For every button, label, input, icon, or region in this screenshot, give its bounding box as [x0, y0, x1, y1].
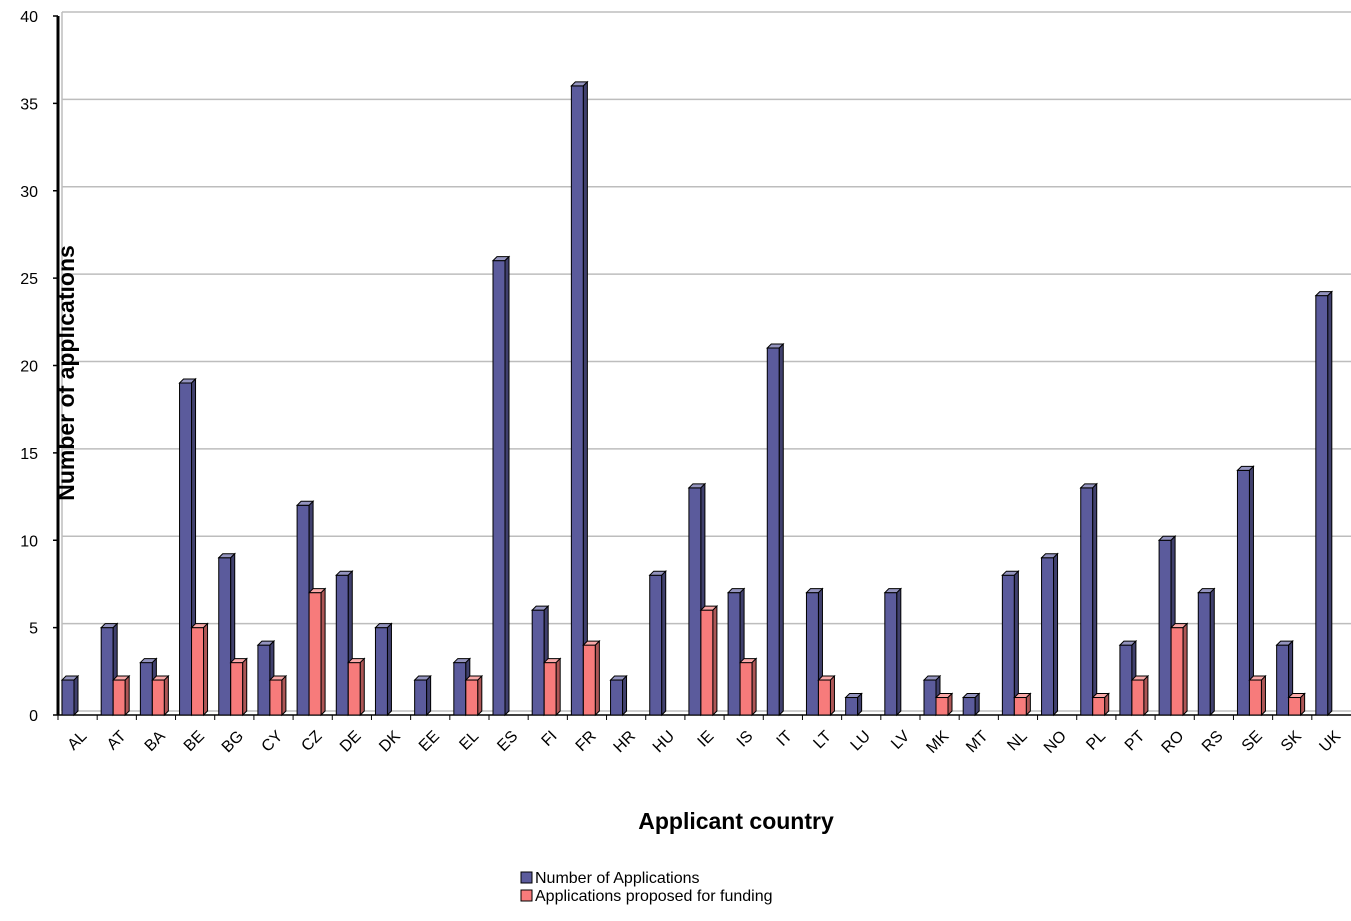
- bar-NO-applications: [1040, 552, 1059, 717]
- bar-IT-applications: [766, 342, 785, 717]
- x-tick-label: UK: [1316, 728, 1344, 756]
- x-axis-title: Applicant country: [638, 808, 834, 834]
- x-tick-label: HR: [611, 728, 639, 756]
- bar-SE-applications: [1236, 465, 1255, 717]
- bar-FR-applications: [570, 80, 589, 717]
- bar-DE-proposed: [347, 657, 366, 717]
- bar-IS-proposed: [738, 657, 758, 717]
- bar-BE-proposed: [190, 622, 209, 717]
- y-tick-label: 15: [20, 446, 38, 463]
- bar-UK-applications: [1314, 290, 1334, 717]
- x-tick-label: HU: [650, 728, 678, 756]
- x-tick-label: SK: [1278, 728, 1305, 755]
- bar-AL-applications: [60, 674, 80, 717]
- bar-MK-proposed: [934, 692, 954, 717]
- x-tick-label: CZ: [298, 728, 325, 755]
- x-tick-label: IT: [774, 728, 796, 750]
- bar-BG-applications: [217, 552, 236, 717]
- bar-PL-applications: [1079, 482, 1098, 717]
- bars: [60, 80, 1334, 717]
- bar-HR-applications: [609, 674, 628, 717]
- bar-ES-applications: [491, 255, 511, 717]
- bar-AT-proposed: [111, 674, 131, 717]
- legend-label: Number of Applications: [535, 870, 700, 887]
- bar-NL-applications: [1001, 569, 1020, 717]
- x-tick-label: AT: [104, 728, 130, 754]
- x-tick-label: LT: [810, 728, 835, 753]
- y-tick-label: 5: [29, 621, 38, 638]
- bar-EL-proposed: [464, 674, 484, 717]
- y-tick-label: 0: [29, 708, 38, 725]
- gridlines: [62, 11, 1351, 712]
- bar-FR-proposed: [582, 639, 601, 717]
- y-tick-label: 30: [20, 184, 38, 201]
- bar-PL-proposed: [1091, 692, 1110, 717]
- bar-FI-proposed: [542, 657, 562, 717]
- y-tick-labels: 0 5 10 15 20 25 30 35 40: [20, 9, 38, 725]
- x-tick-label: IE: [695, 728, 718, 751]
- y-tick-label: 35: [20, 96, 38, 113]
- y-tick-label: 40: [20, 9, 38, 26]
- x-tick-label: RS: [1199, 728, 1227, 756]
- x-tick-label: CY: [259, 728, 287, 756]
- bar-CY-proposed: [268, 674, 288, 717]
- legend-entry: Applications proposed for funding: [520, 888, 773, 905]
- bar-HU-applications: [648, 569, 667, 717]
- bar-IE-proposed: [699, 604, 719, 717]
- legend-swatch: [520, 871, 533, 884]
- x-tick-label: ES: [494, 728, 521, 755]
- x-tick-label: BA: [142, 728, 169, 755]
- y-tick-label: 25: [20, 271, 38, 288]
- y-axis-title: Number of applications: [53, 245, 79, 501]
- x-tick-label: MK: [923, 728, 952, 757]
- bar-RO-proposed: [1169, 622, 1189, 717]
- bar-CZ-proposed: [307, 587, 327, 717]
- x-tick-label: EL: [456, 728, 482, 754]
- x-tick-label: AL: [65, 728, 91, 754]
- bar-RS-applications: [1197, 587, 1216, 717]
- x-tick-label: RO: [1159, 728, 1188, 757]
- x-tick-label: MT: [963, 728, 992, 757]
- bar-BG-proposed: [229, 657, 248, 717]
- x-tick-label: EE: [416, 728, 443, 755]
- legend-swatch: [520, 889, 533, 902]
- x-tick-label: IS: [734, 728, 757, 751]
- bar-BA-proposed: [151, 674, 170, 717]
- x-tick-label: PL: [1083, 728, 1109, 754]
- x-tick-label: DE: [337, 728, 365, 756]
- legend-label: Applications proposed for funding: [535, 888, 773, 905]
- x-tick-labels: AL AT BA BE BG CY CZ DE DK EE EL ES FI FR HR HU IE IS IT LT…: [65, 728, 1345, 757]
- bar-SE-proposed: [1248, 674, 1267, 717]
- x-tick-label: FI: [539, 728, 561, 750]
- x-tick-label: BG: [219, 728, 247, 756]
- x-tick-label: LV: [888, 728, 913, 753]
- bar-EE-applications: [413, 674, 432, 717]
- bar-SK-proposed: [1287, 692, 1306, 717]
- bar-DK-applications: [374, 622, 393, 717]
- bar-LT-proposed: [817, 674, 836, 717]
- x-tick-label: DK: [376, 728, 404, 756]
- x-tick-label: PT: [1122, 728, 1149, 755]
- x-tick-label: SE: [1239, 728, 1266, 755]
- y-tick-label: 10: [20, 533, 38, 550]
- x-tick-label: LU: [848, 728, 874, 754]
- bar-NL-proposed: [1013, 692, 1032, 717]
- x-tick-label: NO: [1041, 728, 1070, 757]
- bar-MT-applications: [961, 692, 981, 717]
- y-tick-label: 20: [20, 359, 38, 376]
- bar-LU-applications: [844, 692, 863, 717]
- bar-LV-applications: [883, 587, 903, 717]
- x-tick-label: NL: [1004, 728, 1031, 755]
- x-tick-label: BE: [181, 728, 208, 755]
- legend-entry: Number of Applications: [520, 870, 700, 887]
- x-tick-label: FR: [573, 728, 600, 755]
- bar-PT-proposed: [1130, 674, 1150, 717]
